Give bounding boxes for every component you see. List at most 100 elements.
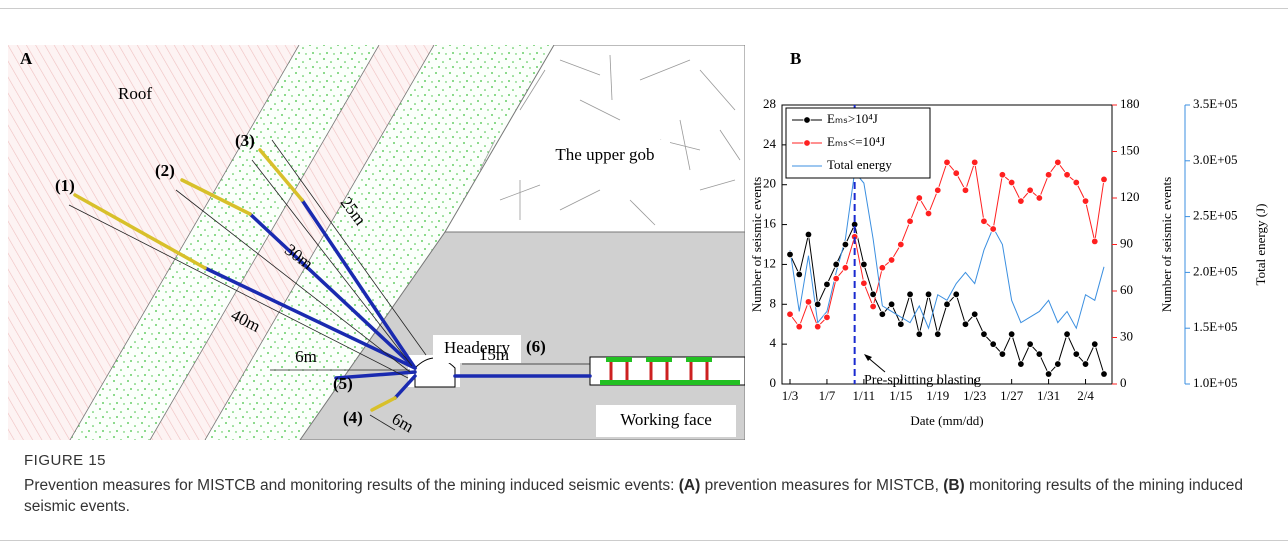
arrow-head — [864, 354, 872, 361]
y3-axis-title: Total energy (J) — [1253, 204, 1268, 286]
data-point — [980, 217, 988, 225]
y-tick-label: 0 — [770, 375, 777, 390]
y-axis-title: Number of seismic events — [749, 177, 764, 312]
data-point — [887, 256, 896, 264]
data-point — [841, 240, 850, 249]
x-tick-label: 1/3 — [782, 388, 799, 403]
working-face-label-box — [596, 405, 736, 437]
data-point — [934, 186, 942, 194]
data-point — [897, 240, 905, 249]
caption: FIGURE 15 Prevention measures for MISTCB… — [24, 452, 1264, 517]
data-point — [906, 217, 914, 225]
y2-tick-label: 30 — [1120, 328, 1133, 343]
data-point — [952, 169, 960, 177]
data-point — [1044, 370, 1053, 378]
data-point — [804, 230, 813, 239]
y2-tick-label: 150 — [1120, 142, 1140, 157]
x-tick-label: 1/31 — [1037, 388, 1060, 403]
borehole-label: (1) — [55, 176, 75, 195]
figure: A Roof The upper gob Headenry Working fa… — [8, 45, 1268, 440]
data-point — [1063, 330, 1071, 338]
panel-label: A — [20, 49, 33, 68]
panel-label: B — [790, 49, 801, 68]
data-point — [943, 158, 951, 167]
working-face-label: Working face — [620, 410, 712, 429]
data-point — [897, 320, 905, 328]
borehole-label: (6) — [526, 337, 546, 356]
data-point — [832, 274, 840, 283]
y3-tick-label: 1.0E+05 — [1193, 375, 1238, 390]
gob-label-box — [540, 140, 670, 172]
length-label: 15m — [479, 345, 509, 364]
data-point — [924, 209, 933, 218]
data-point — [1017, 360, 1025, 368]
data-point — [1081, 197, 1090, 205]
data-point — [1026, 186, 1034, 194]
data-point — [795, 270, 803, 279]
dimension-lines — [68, 139, 590, 431]
data-point — [971, 158, 979, 167]
data-point — [786, 310, 794, 318]
caption-text: Prevention measures for MISTCB and monit… — [24, 475, 1264, 517]
y3-tick-label: 3.5E+05 — [1193, 96, 1238, 111]
data-point — [924, 290, 933, 299]
data-point — [1100, 370, 1108, 378]
legend-marker — [803, 116, 811, 124]
stratum — [150, 45, 434, 440]
data-point — [1100, 175, 1108, 184]
caption-label: FIGURE 15 — [24, 452, 107, 469]
data-point — [1007, 330, 1016, 338]
data-point — [786, 250, 794, 259]
data-point — [1035, 194, 1044, 202]
data-point — [869, 290, 877, 299]
data-point — [998, 350, 1007, 358]
series-line — [789, 170, 1105, 330]
data-point — [961, 320, 970, 328]
data-point — [860, 260, 868, 269]
data-point — [980, 330, 988, 338]
data-point — [869, 302, 877, 311]
data-point — [860, 279, 868, 287]
x-tick-label: 1/15 — [889, 388, 912, 403]
y-tick-label: 12 — [763, 255, 776, 270]
data-point — [915, 330, 923, 338]
x-tick-label: 1/27 — [1000, 388, 1024, 403]
legend-marker — [803, 139, 811, 147]
data-point — [1072, 178, 1080, 187]
y2-tick-label: 0 — [1120, 375, 1127, 390]
y3-tick-label: 3.0E+05 — [1193, 152, 1238, 167]
caption-part: Prevention measures for MISTCB and monit… — [24, 477, 679, 494]
annotation: Pre-splitting blasting — [864, 373, 981, 388]
data-point — [795, 322, 803, 331]
boreholes — [73, 148, 592, 412]
data-point — [804, 298, 813, 306]
data-point — [915, 194, 923, 202]
borehole-label: (4) — [343, 408, 363, 427]
caption-part: monitoring results of the mining induced… — [24, 477, 1244, 515]
data-point — [1091, 237, 1099, 246]
legend-label: Eₘₛ>10⁴J — [827, 111, 878, 126]
data-point — [1081, 360, 1090, 368]
borehole-label: (2) — [155, 161, 175, 180]
y2-tick-label: 120 — [1120, 189, 1140, 204]
data-point — [878, 264, 887, 272]
headentry-label: Headenry — [444, 338, 511, 357]
data-point — [1063, 171, 1071, 179]
y3-tick-label: 1.5E+05 — [1193, 319, 1238, 334]
caption-part: (B) — [943, 477, 965, 494]
borehole-label: (3) — [235, 131, 255, 150]
x-tick-label: 1/23 — [963, 388, 986, 403]
x-tick-label: 1/11 — [853, 388, 876, 403]
data-point — [814, 300, 822, 308]
y-tick-label: 4 — [770, 335, 777, 350]
y-tick-label: 20 — [763, 176, 776, 191]
y2-tick-label: 60 — [1120, 282, 1133, 297]
data-point — [998, 171, 1007, 179]
caption-part: (A) — [678, 477, 701, 494]
data-point — [952, 290, 960, 299]
data-point — [1054, 158, 1062, 167]
x-axis-title: Date (mm/dd) — [910, 413, 983, 428]
chart: 0 4 8 12 16 20 24 28 0 30 60 90 120 150 180 1.0E+05 1.5E… — [749, 96, 1268, 428]
y-tick-label: 28 — [763, 96, 776, 111]
